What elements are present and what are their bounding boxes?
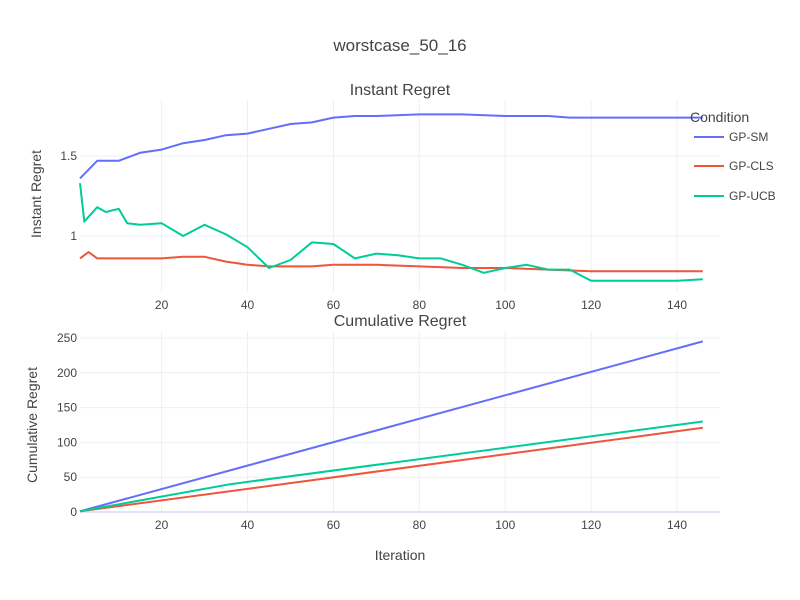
grid-cumulative-regret	[80, 331, 720, 513]
x-axis-label-iteration: Iteration	[375, 547, 426, 563]
y-tick-label: 1.5	[60, 149, 77, 163]
y-axis-label-cumulative-regret: Cumulative Regret	[24, 367, 40, 483]
y-axis-label-instant-regret: Instant Regret	[28, 150, 44, 238]
series-line-gp-cls	[79, 426, 703, 513]
x-tick-labels-instant-regret: 20 40 60 80 100 120 140	[155, 298, 687, 312]
figure-title: worstcase_50_16	[332, 36, 466, 55]
x-tick-label: 120	[581, 518, 601, 532]
x-tick-label: 80	[413, 518, 427, 532]
series-group-cumulative-regret	[79, 340, 704, 513]
legend-title: Condition	[690, 109, 749, 125]
series-group-instant-regret	[79, 113, 703, 282]
series-line-gp-sm	[79, 113, 703, 180]
y-tick-label: 150	[57, 401, 77, 415]
legend-item-gp-cls[interactable]: GP-CLS	[694, 159, 774, 173]
series-line-gp-ucb	[79, 420, 703, 513]
y-tick-label: 50	[64, 470, 78, 484]
x-tick-labels-cumulative-regret: 20 40 60 80 100 120 140	[155, 518, 687, 532]
x-tick-label: 40	[241, 298, 255, 312]
legend-label-gp-ucb: GP-UCB	[729, 189, 776, 203]
grid-instant-regret	[80, 100, 720, 292]
series-line-gp-ucb	[79, 183, 703, 282]
x-tick-label: 140	[667, 518, 687, 532]
x-tick-label: 20	[155, 298, 169, 312]
x-tick-label: 20	[155, 518, 169, 532]
legend-item-gp-ucb[interactable]: GP-UCB	[694, 189, 776, 203]
series-line-gp-sm	[79, 340, 704, 513]
x-tick-label: 60	[327, 518, 341, 532]
subplot-cumulative-regret: 20 40 60 80 100 120 140 0 50 100 150 200 250 Cumula…	[24, 313, 720, 563]
legend-label-gp-cls: GP-CLS	[729, 159, 774, 173]
x-tick-label: 100	[495, 298, 515, 312]
subplot-title-cumulative-regret: Cumulative Regret	[334, 313, 467, 330]
x-tick-label: 140	[667, 298, 687, 312]
subplot-title-instant-regret: Instant Regret	[350, 82, 451, 99]
y-tick-label: 0	[70, 505, 77, 519]
y-tick-label: 1	[70, 229, 77, 243]
y-tick-label: 200	[57, 366, 77, 380]
x-tick-label: 60	[327, 298, 341, 312]
y-tick-labels-instant-regret: 11.5	[60, 149, 77, 243]
subplot-instant-regret: 20 40 60 80 100 120 140 11.5 Instant Regret In…	[28, 82, 720, 312]
y-tick-label: 250	[57, 331, 77, 345]
y-tick-labels-cumulative-regret: 0 50 100 150 200 250	[57, 331, 77, 519]
legend: Condition GP-SM GP-CLS GP-UCB	[690, 109, 776, 203]
legend-label-gp-sm: GP-SM	[729, 130, 768, 144]
y-tick-label: 100	[57, 435, 77, 449]
x-tick-label: 40	[241, 518, 255, 532]
legend-item-gp-sm[interactable]: GP-SM	[694, 130, 768, 144]
x-tick-label: 80	[413, 298, 427, 312]
x-tick-label: 100	[495, 518, 515, 532]
x-tick-label: 120	[581, 298, 601, 312]
